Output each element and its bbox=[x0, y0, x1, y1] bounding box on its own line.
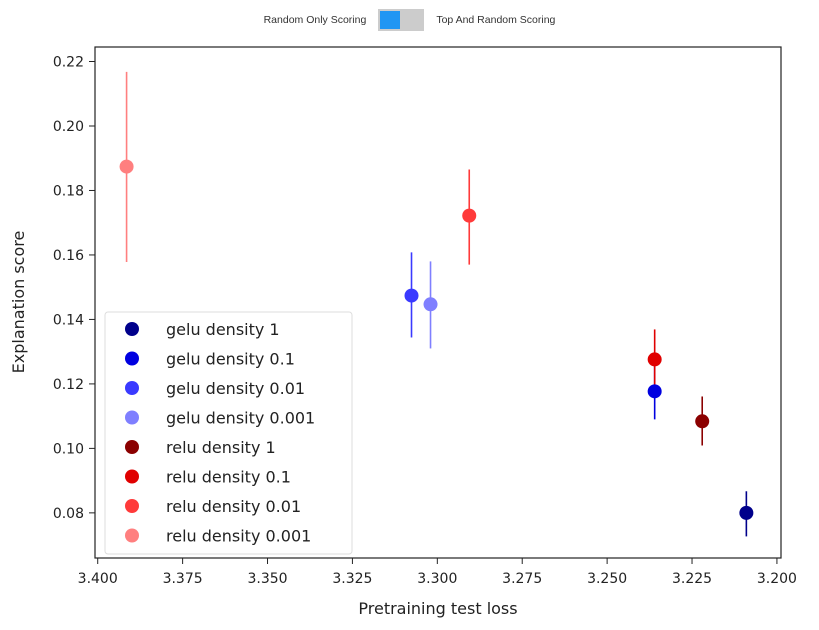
toggle-knob bbox=[380, 11, 401, 29]
x-tick-label: 3.350 bbox=[247, 571, 287, 587]
legend-marker bbox=[125, 322, 139, 336]
data-point bbox=[462, 208, 477, 223]
y-axis-label: Explanation score bbox=[9, 231, 28, 374]
scoring-toggle-bar: Random Only Scoring Top And Random Scori… bbox=[0, 8, 819, 32]
x-tick-label: 3.200 bbox=[757, 571, 797, 587]
x-tick-label: 3.225 bbox=[672, 571, 712, 587]
x-tick-label: 3.300 bbox=[417, 571, 457, 587]
legend-marker bbox=[125, 499, 139, 513]
legend: gelu density 1 gelu density 0.1 gelu densi… bbox=[104, 311, 353, 555]
legend-marker bbox=[125, 528, 139, 543]
x-axis-label: Pretraining test loss bbox=[358, 599, 517, 618]
y-tick-label: 0.22 bbox=[53, 55, 84, 71]
x-tick-label: 3.375 bbox=[163, 571, 203, 587]
data-point bbox=[119, 159, 134, 174]
legend-label: relu density 1 bbox=[166, 438, 276, 457]
y-tick-label: 0.08 bbox=[53, 506, 84, 522]
data-point bbox=[647, 384, 662, 399]
legend-marker bbox=[125, 469, 139, 484]
y-tick-label: 0.16 bbox=[53, 248, 84, 264]
legend-label: gelu density 0.001 bbox=[166, 409, 315, 428]
legend-label: relu density 0.01 bbox=[166, 497, 301, 516]
y-tick-label: 0.18 bbox=[53, 183, 84, 199]
legend-label: gelu density 1 bbox=[166, 320, 280, 339]
legend-label: relu density 0.001 bbox=[166, 527, 311, 546]
y-tick-label: 0.14 bbox=[53, 312, 84, 328]
legend-marker bbox=[125, 440, 139, 454]
x-tick-label: 3.250 bbox=[587, 571, 627, 587]
y-tick-label: 0.10 bbox=[53, 441, 84, 457]
data-point bbox=[423, 297, 438, 312]
legend-marker bbox=[125, 410, 139, 425]
scoring-toggle[interactable] bbox=[378, 9, 425, 31]
legend-label: gelu density 0.1 bbox=[166, 350, 295, 369]
data-point bbox=[739, 505, 754, 520]
legend-marker bbox=[125, 351, 139, 366]
legend-label: gelu density 0.01 bbox=[166, 379, 305, 398]
toggle-right-label: Top And Random Scoring bbox=[436, 14, 556, 26]
x-tick-label: 3.325 bbox=[332, 571, 372, 587]
x-tick-label: 3.275 bbox=[502, 571, 542, 587]
x-tick-label: 3.400 bbox=[78, 571, 118, 587]
data-point bbox=[647, 352, 662, 367]
plot-frame bbox=[94, 46, 782, 559]
data-point bbox=[695, 414, 710, 429]
data-point bbox=[404, 288, 419, 303]
legend-marker bbox=[125, 381, 139, 395]
y-tick-label: 0.12 bbox=[53, 377, 84, 393]
toggle-left-label: Random Only Scoring bbox=[263, 14, 367, 26]
legend-label: relu density 0.1 bbox=[166, 468, 291, 487]
y-tick-label: 0.20 bbox=[53, 119, 84, 135]
